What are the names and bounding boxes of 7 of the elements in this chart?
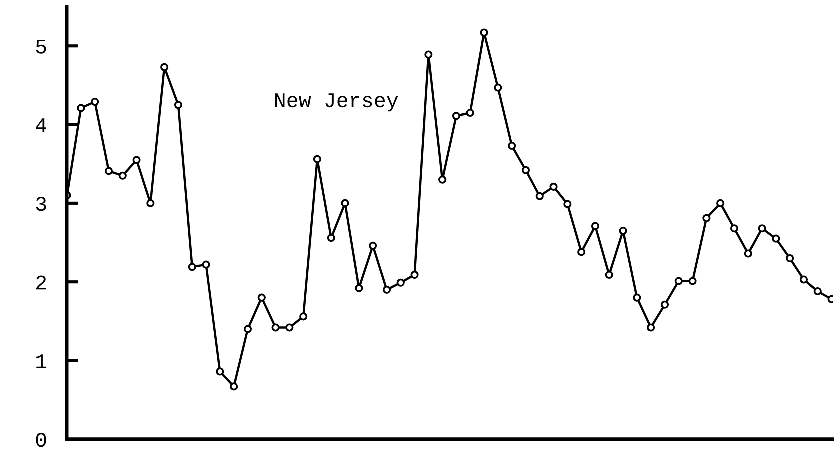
y-tick-label: 3 bbox=[36, 197, 46, 212]
y-tick-label: 1 bbox=[36, 354, 47, 368]
annotation: New Jersey bbox=[276, 94, 398, 112]
y-tick-label: 4 bbox=[36, 118, 46, 132]
y-tick-label: 2 bbox=[36, 276, 46, 290]
y-tick-label: 5 bbox=[36, 40, 46, 54]
y-tick-label: 0 bbox=[36, 433, 46, 448]
